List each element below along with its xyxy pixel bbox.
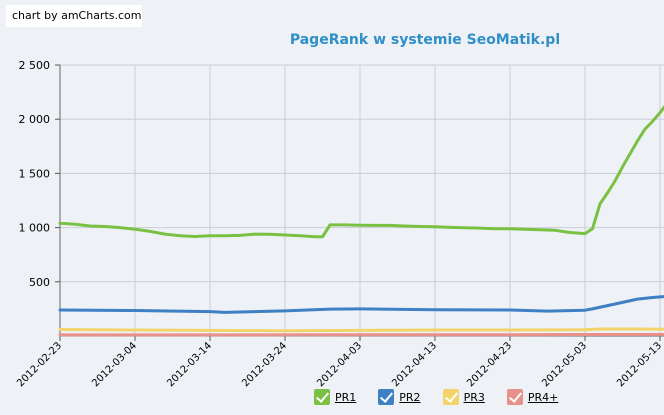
x-tick-label: 2012-02-23 [15,340,64,389]
checkmark-icon [506,389,523,405]
legend-item-pr4plus[interactable]: PR4+ [506,389,559,405]
x-tick-labels: 2012-02-23 2012-03-04 2012-03-14 2012-03-24… [15,340,664,389]
plot-area [60,65,664,336]
chart-series [58,105,664,337]
legend-item-pr3[interactable]: PR3 [442,389,485,405]
y-tick-label: 1 000 [19,222,51,235]
series-line-pr2 [58,295,664,314]
x-tick-label: 2012-04-03 [315,340,364,389]
chart-credit-link[interactable]: chart by amCharts.com [6,5,142,27]
x-tick-label: 2012-03-14 [165,340,214,389]
checkmark-icon [442,389,459,405]
chart-title: PageRank w systemie SeoMatik.pl [289,32,561,48]
x-tick-label: 2012-04-13 [390,340,439,389]
y-tick-label: 500 [29,276,50,289]
y-tick-label: 2 500 [19,59,51,72]
chart-legend: PR1 PR2 PR3 PR4+ [314,389,558,405]
legend-label: PR3 [463,390,485,404]
checkmark-icon [314,389,330,405]
legend-item-pr2[interactable]: PR2 [378,389,421,405]
x-tick-label: 2012-03-24 [240,340,289,389]
legend-label: PR1 [335,390,357,404]
legend-label: PR2 [399,390,421,404]
x-tick-label: 2012-05-03 [540,340,589,389]
x-tick-label: 2012-05-13 [615,340,664,389]
y-tick-label: 2 000 [19,113,51,126]
x-tick-label: 2012-03-04 [90,340,139,389]
x-tick-label: 2012-04-23 [465,340,514,389]
legend-label: PR4+ [527,390,559,404]
chart-grid [59,64,664,336]
series-line-pr4plus [58,332,664,337]
series-line-pr1 [58,105,664,239]
legend-item-pr1[interactable]: PR1 [314,389,356,405]
checkmark-icon [378,389,395,405]
y-tick-labels: 500 1 000 1 500 2 000 2 500 [19,59,51,289]
y-tick-label: 1 500 [19,167,51,180]
series-line-pr3 [58,327,664,333]
